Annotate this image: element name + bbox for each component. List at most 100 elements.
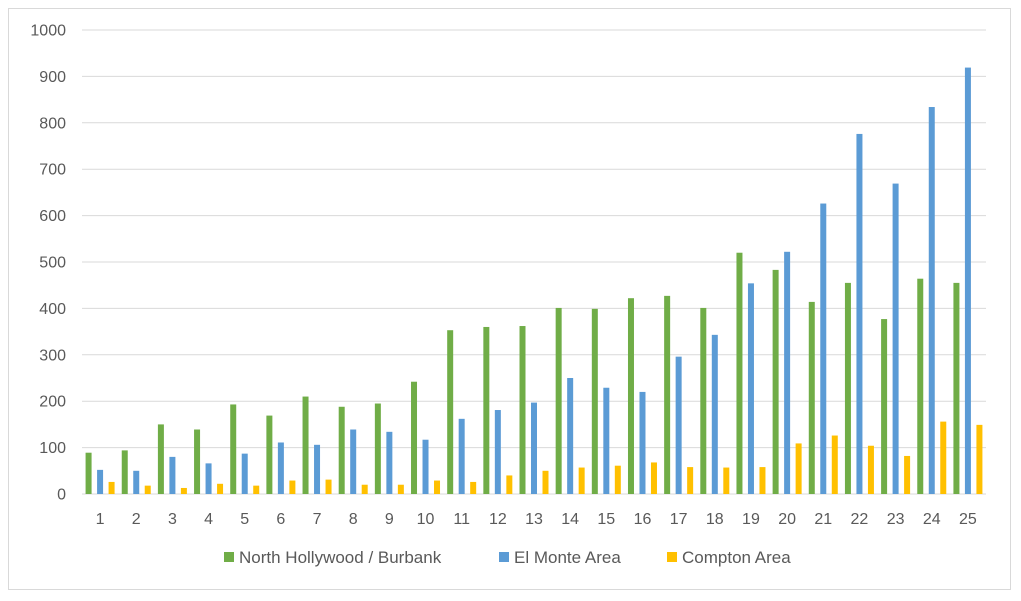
bar-series0-cat20 bbox=[772, 269, 779, 494]
bar-series1-cat19 bbox=[747, 283, 754, 494]
bar-series0-cat5 bbox=[230, 404, 237, 494]
x-tick-label: 23 bbox=[887, 511, 905, 528]
bar-series0-cat6 bbox=[266, 415, 273, 494]
bar-series2-cat18 bbox=[723, 467, 730, 494]
bar-series1-cat17 bbox=[675, 356, 682, 494]
bar-series2-cat9 bbox=[397, 484, 404, 494]
legend-label-series0: North Hollywood / Burbank bbox=[239, 548, 442, 567]
bar-series0-cat16 bbox=[627, 298, 634, 494]
bar-series0-cat22 bbox=[844, 282, 851, 494]
x-tick-label: 12 bbox=[489, 511, 507, 528]
x-tick-label: 3 bbox=[168, 511, 177, 528]
bar-series1-cat13 bbox=[531, 402, 537, 494]
bar-series0-cat9 bbox=[374, 403, 381, 494]
x-tick-label: 20 bbox=[778, 511, 796, 528]
x-tick-label: 4 bbox=[204, 511, 213, 528]
bar-series1-cat15 bbox=[603, 387, 610, 494]
bars bbox=[85, 67, 983, 495]
bar-series1-cat9 bbox=[386, 431, 393, 494]
bar-series1-cat25 bbox=[964, 67, 971, 495]
x-tick-label: 16 bbox=[634, 511, 652, 528]
bar-series1-cat5 bbox=[241, 453, 248, 494]
bar-series1-cat7 bbox=[314, 444, 321, 494]
bar-series1-cat8 bbox=[350, 429, 357, 494]
bar-series0-cat15 bbox=[591, 308, 598, 494]
bar-series1-cat10 bbox=[422, 439, 429, 494]
bar-series2-cat15 bbox=[614, 465, 621, 494]
bar-series0-cat19 bbox=[736, 252, 743, 494]
bar-series2-cat25 bbox=[976, 424, 983, 494]
x-tick-label: 24 bbox=[923, 511, 941, 528]
x-tick-label: 8 bbox=[349, 511, 358, 528]
bar-series1-cat18 bbox=[711, 334, 718, 494]
bar-series0-cat4 bbox=[194, 429, 201, 494]
y-tick-label: 600 bbox=[39, 208, 66, 225]
bar-series1-cat1 bbox=[97, 469, 104, 494]
x-tick-label: 13 bbox=[525, 511, 543, 528]
bar-series0-cat8 bbox=[338, 406, 345, 494]
bar-series2-cat21 bbox=[831, 435, 838, 494]
bar-series0-cat3 bbox=[157, 424, 164, 494]
bar-series0-cat1 bbox=[85, 452, 92, 494]
bar-series2-cat1 bbox=[108, 481, 115, 494]
bar-series0-cat13 bbox=[519, 326, 526, 494]
bar-series1-cat4 bbox=[205, 463, 212, 494]
bar-series2-cat16 bbox=[650, 462, 657, 494]
legend-swatch-series2 bbox=[667, 552, 677, 562]
bar-series1-cat24 bbox=[928, 107, 935, 495]
y-tick-label: 900 bbox=[39, 69, 66, 86]
x-tick-label: 19 bbox=[742, 511, 760, 528]
y-tick-label: 500 bbox=[39, 255, 66, 272]
y-tick-label: 300 bbox=[39, 347, 66, 364]
bar-series2-cat8 bbox=[361, 484, 368, 494]
x-tick-label: 11 bbox=[453, 511, 470, 528]
y-tick-label: 200 bbox=[39, 394, 66, 411]
bar-series0-cat7 bbox=[302, 396, 309, 494]
bar-series2-cat13 bbox=[542, 470, 549, 494]
bar-series1-cat14 bbox=[567, 378, 574, 494]
bar-series0-cat18 bbox=[700, 307, 707, 494]
x-tick-label: 5 bbox=[240, 511, 249, 528]
bar-series0-cat14 bbox=[555, 307, 562, 494]
x-tick-label: 1 bbox=[96, 511, 105, 528]
bar-series0-cat25 bbox=[953, 282, 960, 494]
bar-series2-cat7 bbox=[325, 479, 332, 494]
bar-series2-cat23 bbox=[904, 455, 911, 494]
x-tick-label: 10 bbox=[417, 511, 435, 528]
bar-series1-cat11 bbox=[458, 418, 465, 494]
bar-series2-cat11 bbox=[470, 481, 477, 494]
bar-series0-cat2 bbox=[121, 450, 128, 494]
bar-series0-cat24 bbox=[917, 278, 924, 494]
x-tick-label: 22 bbox=[851, 511, 869, 528]
y-axis-ticks: 0 100 200 300 400 500 600 700 800 900 1000 bbox=[30, 23, 66, 504]
y-tick-label: 0 bbox=[57, 487, 66, 504]
bar-series2-cat14 bbox=[578, 467, 585, 494]
bar-series1-cat2 bbox=[133, 470, 140, 494]
bar-series2-cat6 bbox=[289, 480, 296, 494]
x-tick-label: 2 bbox=[132, 511, 141, 528]
x-tick-label: 7 bbox=[313, 511, 322, 528]
bar-series2-cat4 bbox=[217, 483, 224, 494]
bar-series2-cat20 bbox=[795, 443, 802, 494]
y-tick-label: 100 bbox=[39, 440, 66, 457]
bar-series1-cat21 bbox=[820, 203, 827, 494]
legend-label-series1: El Monte Area bbox=[514, 548, 621, 567]
bar-series2-cat2 bbox=[144, 485, 151, 494]
x-tick-label: 21 bbox=[814, 511, 832, 528]
x-tick-label: 17 bbox=[670, 511, 688, 528]
x-axis-ticks: 1 2 3 4 5 6 7 8 9 10 11 12 13 14 15 16 17 18 19 20 21 22 23 24 2… bbox=[96, 511, 977, 528]
legend-swatch-series1 bbox=[499, 552, 509, 562]
bar-series1-cat20 bbox=[784, 251, 791, 494]
bar-series2-cat17 bbox=[687, 467, 694, 494]
bar-series2-cat24 bbox=[940, 421, 947, 494]
x-tick-label: 18 bbox=[706, 511, 724, 528]
legend-label-series2: Compton Area bbox=[682, 548, 791, 567]
bar-series2-cat5 bbox=[253, 485, 260, 494]
x-tick-label: 25 bbox=[959, 511, 977, 528]
bar-series0-cat11 bbox=[447, 330, 454, 494]
y-tick-label: 700 bbox=[39, 162, 66, 179]
bar-series0-cat12 bbox=[483, 326, 490, 494]
bar-series1-cat22 bbox=[856, 133, 863, 494]
bar-series2-cat12 bbox=[506, 475, 513, 494]
